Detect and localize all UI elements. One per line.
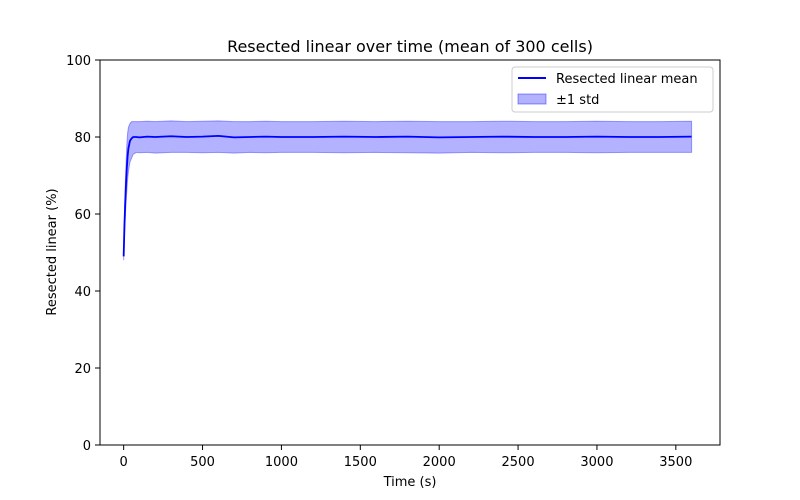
y-tick-label: 40 xyxy=(74,285,91,300)
plot-area xyxy=(99,59,721,446)
x-tick-label: 2500 xyxy=(502,455,535,470)
x-tick-label: 1500 xyxy=(344,455,377,470)
y-axis-label: Resected linear (%) xyxy=(45,188,60,315)
x-tick-label: 3500 xyxy=(659,455,692,470)
std-band-area xyxy=(123,120,693,261)
x-tick-label: 1000 xyxy=(265,455,298,470)
x-axis: 0 500 1000 1500 2000 2500 3000 3500 xyxy=(120,445,692,470)
x-tick-label: 2000 xyxy=(423,455,456,470)
y-tick-label: 20 xyxy=(74,362,91,377)
x-tick-label: 0 xyxy=(120,455,128,470)
mean-line-layer xyxy=(122,134,692,257)
x-tick-label: 3000 xyxy=(580,455,613,470)
x-tick-label: 500 xyxy=(190,455,215,470)
x-axis-label: Time (s) xyxy=(383,475,437,490)
plot-frame xyxy=(99,59,721,446)
y-tick-label: 0 xyxy=(83,439,91,454)
std-band-layer xyxy=(123,120,693,261)
y-tick-label: 80 xyxy=(74,131,91,146)
y-tick-label: 100 xyxy=(66,54,91,69)
legend: Resected linear mean ±1 std xyxy=(511,66,714,113)
chart-title: Resected linear over time (mean of 300 c… xyxy=(227,37,593,56)
legend-label-std: ±1 std xyxy=(556,93,599,108)
legend-band-swatch xyxy=(517,93,547,105)
y-axis: 0 20 40 60 80 100 xyxy=(66,54,100,454)
y-tick-label: 60 xyxy=(74,208,91,223)
legend-box xyxy=(511,66,714,113)
mean-line xyxy=(122,134,692,257)
plot-background xyxy=(100,60,720,445)
legend-label-mean: Resected linear mean xyxy=(556,72,698,87)
